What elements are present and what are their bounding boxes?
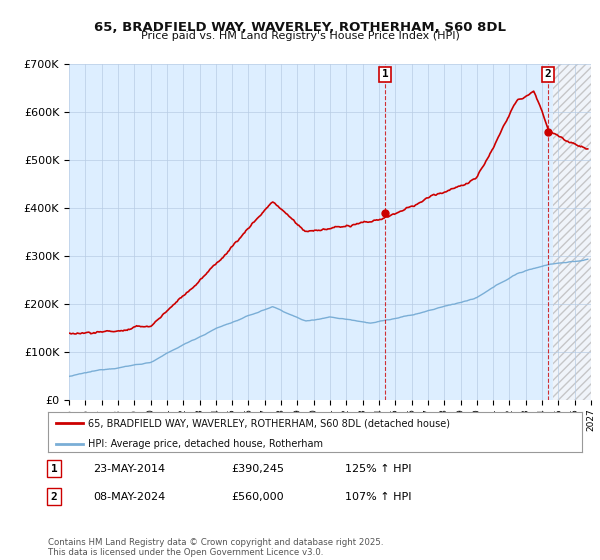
Text: HPI: Average price, detached house, Rotherham: HPI: Average price, detached house, Roth…: [88, 438, 323, 449]
Bar: [553, 64, 591, 400]
Text: 23-MAY-2014: 23-MAY-2014: [93, 464, 165, 474]
Text: Price paid vs. HM Land Registry's House Price Index (HPI): Price paid vs. HM Land Registry's House …: [140, 31, 460, 41]
Text: 65, BRADFIELD WAY, WAVERLEY, ROTHERHAM, S60 8DL: 65, BRADFIELD WAY, WAVERLEY, ROTHERHAM, …: [94, 21, 506, 34]
Text: Contains HM Land Registry data © Crown copyright and database right 2025.
This d: Contains HM Land Registry data © Crown c…: [48, 538, 383, 557]
Text: 65, BRADFIELD WAY, WAVERLEY, ROTHERHAM, S60 8DL (detached house): 65, BRADFIELD WAY, WAVERLEY, ROTHERHAM, …: [88, 418, 450, 428]
Text: 2: 2: [545, 69, 551, 80]
Text: 107% ↑ HPI: 107% ↑ HPI: [345, 492, 412, 502]
Text: 125% ↑ HPI: 125% ↑ HPI: [345, 464, 412, 474]
Text: 1: 1: [50, 464, 58, 474]
Bar: [553, 64, 591, 400]
Text: 08-MAY-2024: 08-MAY-2024: [93, 492, 165, 502]
Text: 1: 1: [382, 69, 389, 80]
Text: 2: 2: [50, 492, 58, 502]
Text: £390,245: £390,245: [231, 464, 284, 474]
Text: £560,000: £560,000: [231, 492, 284, 502]
